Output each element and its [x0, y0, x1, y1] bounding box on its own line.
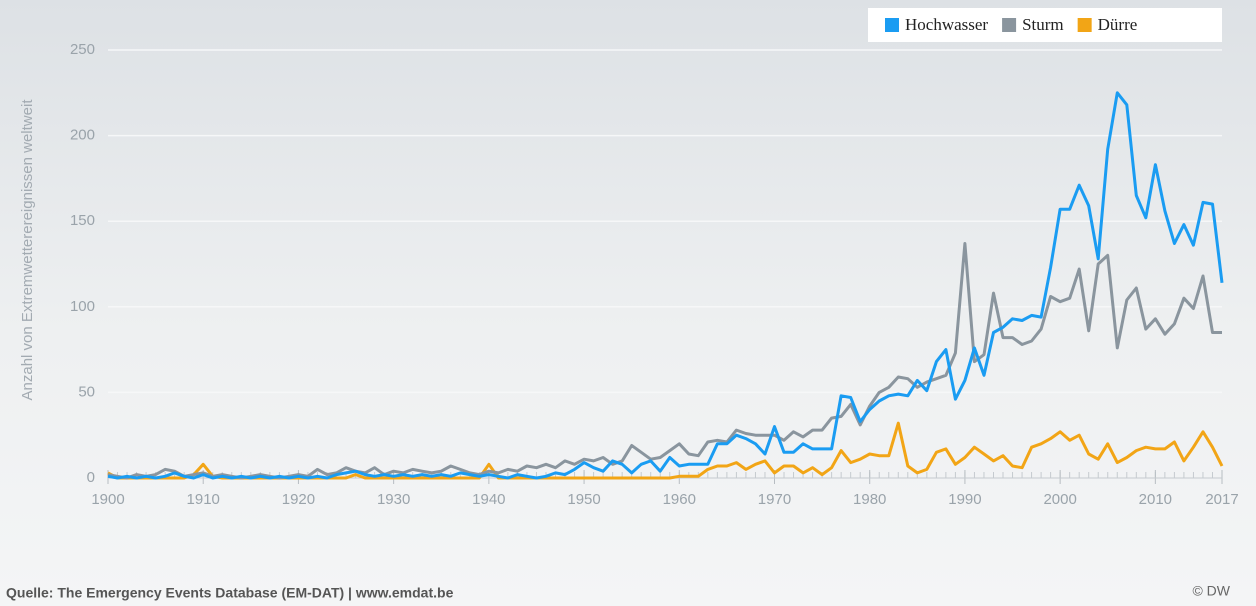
y-axis-label: Anzahl von Extremwetterereignissen weltw… [19, 99, 36, 401]
x-tick-label: 2017 [1205, 491, 1238, 508]
line-series [107, 421, 1224, 480]
x-tick-label: 1960 [663, 491, 696, 508]
source: Quelle: The Emergency Events Database (E… [6, 585, 454, 601]
y-tick-label: 0 [87, 469, 95, 486]
x-tick-label: 1980 [853, 491, 886, 508]
y-tick-label: 100 [70, 298, 95, 315]
legend-label: Sturm [1022, 15, 1064, 34]
y-tick-label: 250 [70, 41, 95, 58]
legend-swatch [1002, 18, 1017, 32]
line-series [107, 242, 1222, 480]
x-tick-label: 1910 [187, 491, 220, 508]
legend-swatch [885, 18, 899, 32]
legend-swatch [1077, 18, 1092, 32]
x-tick-label: 1900 [91, 491, 124, 508]
x-tick-label: 2000 [1043, 491, 1076, 508]
x-tick-label: 1930 [377, 491, 410, 508]
x-tick-label: 1950 [567, 491, 600, 508]
x-tick-label: 2010 [1139, 491, 1172, 508]
x-tick-label: 1970 [758, 491, 791, 508]
x-tick-label: 1920 [282, 491, 315, 508]
y-tick-label: 200 [70, 127, 95, 144]
legend-box [868, 8, 1222, 42]
x-tick-label: 1940 [472, 491, 505, 508]
legend-label: Dürre [1098, 15, 1138, 34]
y-tick-label: 150 [70, 212, 95, 229]
line-series [107, 91, 1224, 480]
credit: © DW [1192, 583, 1230, 599]
y-tick-label: 50 [78, 383, 95, 400]
x-tick-label: 1990 [948, 491, 981, 508]
legend-label: Hochwasser [905, 15, 988, 34]
